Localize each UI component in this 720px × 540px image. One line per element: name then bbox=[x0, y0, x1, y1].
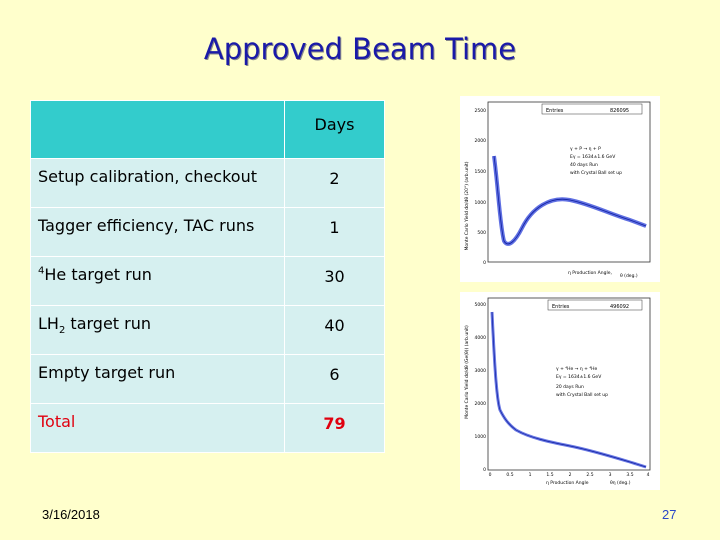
legend-line: Eγ = 1634±1.6 GeV bbox=[570, 154, 616, 160]
legend-line: γ + ⁴He → η + ⁴He bbox=[556, 366, 598, 372]
x-tick: 0 bbox=[489, 472, 492, 478]
y-tick: 5000 bbox=[475, 302, 487, 308]
row-days: 1 bbox=[284, 207, 385, 257]
histogram-svg-proton: Entries 826095 Monte Carlo Yield dσ/dθ (… bbox=[464, 101, 651, 279]
footer-date: 3/16/2018 bbox=[42, 507, 100, 522]
legend-line: Eγ = 1634±1.6 GeV bbox=[556, 374, 602, 380]
y-tick: 2500 bbox=[475, 108, 487, 114]
plot-frame bbox=[487, 297, 651, 471]
row-days: 30 bbox=[284, 256, 385, 306]
x-tick: 2 bbox=[569, 472, 572, 478]
y-tick: 1000 bbox=[475, 434, 487, 440]
entries-value: 496092 bbox=[610, 304, 629, 310]
row-days: 6 bbox=[284, 354, 385, 404]
row-label: Tagger efficiency, TAC runs bbox=[30, 207, 285, 257]
x-tick: 0.5 bbox=[506, 472, 513, 478]
table-row: Tagger efficiency, TAC runs 1 bbox=[30, 207, 385, 257]
row-days: 2 bbox=[284, 158, 385, 208]
plot-frame bbox=[487, 101, 651, 263]
x-tick: 1 bbox=[529, 472, 532, 478]
histogram-curve-core bbox=[491, 311, 647, 468]
y-tick: 2000 bbox=[475, 401, 487, 407]
molecule-subscript: 2 bbox=[58, 325, 66, 337]
row-days: 40 bbox=[284, 305, 385, 355]
histogram-curve-core bbox=[493, 155, 647, 245]
header-blank-cell bbox=[30, 100, 285, 159]
table-row: 4He target run 30 bbox=[30, 256, 385, 306]
histogram-plot-helium: Entries 496092 Monte Carlo Yield dσ/dθ (… bbox=[460, 292, 660, 490]
x-tick: 4 bbox=[647, 472, 650, 478]
total-days: 79 bbox=[284, 403, 385, 453]
entries-label: Entries bbox=[546, 108, 564, 114]
row-label: LH2 target run bbox=[30, 305, 285, 355]
histogram-plot-proton: Entries 826095 Monte Carlo Yield dσ/dθ (… bbox=[460, 96, 660, 282]
y-tick: 4000 bbox=[475, 335, 487, 341]
x-axis-label: η Production Angle bbox=[546, 480, 589, 486]
y-tick: 3000 bbox=[475, 368, 487, 374]
x-tick: 3.5 bbox=[626, 472, 633, 478]
x-tick: 1.5 bbox=[546, 472, 553, 478]
y-ticks: 2500 2000 1500 1000 500 0 bbox=[475, 108, 487, 266]
y-tick: 0 bbox=[483, 467, 486, 473]
table-row: LH2 target run 40 bbox=[30, 305, 385, 355]
x-tick: 2.5 bbox=[586, 472, 593, 478]
entries-value: 826095 bbox=[610, 108, 629, 114]
plot-legend: γ + P → η + P Eγ = 1634±1.6 GeV 40 days … bbox=[570, 146, 622, 176]
y-tick: 500 bbox=[477, 230, 486, 236]
total-label: Total bbox=[30, 403, 285, 453]
x-ticks: 0 0.5 1 1.5 2 2.5 3 3.5 4 bbox=[489, 472, 650, 478]
y-tick: 1500 bbox=[475, 169, 487, 175]
legend-line: with Crystal Ball set up bbox=[570, 170, 622, 176]
table-row-total: Total 79 bbox=[30, 403, 385, 453]
row-label-text: target run bbox=[65, 314, 152, 333]
table-row: Setup calibration, checkout 2 bbox=[30, 158, 385, 208]
y-tick: 2000 bbox=[475, 138, 487, 144]
y-tick: 1000 bbox=[475, 200, 487, 206]
legend-line: 40 days Run bbox=[570, 162, 598, 168]
x-axis-unit: θη (deg.) bbox=[610, 480, 631, 486]
y-axis-label: Monte Carlo Yield dσ/dθ (Ge(θ)) (arb.uni… bbox=[464, 325, 470, 419]
table-header-row: Days bbox=[30, 100, 385, 159]
x-axis-unit: θ (deg.) bbox=[620, 273, 638, 279]
y-tick: 0 bbox=[483, 260, 486, 266]
page-number: 27 bbox=[662, 507, 677, 522]
y-axis-label: Monte Carlo Yield dσ/dθ (20°) (arb.unit) bbox=[464, 161, 470, 250]
row-label: Setup calibration, checkout bbox=[30, 158, 285, 208]
row-label-prefix: LH bbox=[38, 314, 59, 333]
slide-title: Approved Beam Time bbox=[203, 32, 517, 66]
legend-line: γ + P → η + P bbox=[570, 146, 601, 152]
beam-time-table: Days Setup calibration, checkout 2 Tagge… bbox=[30, 100, 385, 453]
isotope-superscript: 4 bbox=[38, 265, 45, 277]
header-days: Days bbox=[284, 100, 385, 159]
histogram-svg-helium: Entries 496092 Monte Carlo Yield dσ/dθ (… bbox=[464, 297, 651, 486]
entries-label: Entries bbox=[552, 304, 570, 310]
plot-legend: γ + ⁴He → η + ⁴He Eγ = 1634±1.6 GeV 20 d… bbox=[556, 366, 608, 398]
legend-line: 20 days Run bbox=[556, 384, 584, 390]
row-label: 4He target run bbox=[30, 256, 285, 306]
table-row: Empty target run 6 bbox=[30, 354, 385, 404]
x-axis-label: η Production Angle, bbox=[568, 270, 612, 276]
stats-box bbox=[547, 299, 643, 311]
y-ticks: 5000 4000 3000 2000 1000 0 bbox=[475, 302, 487, 473]
x-tick: 3 bbox=[609, 472, 612, 478]
row-label-text: He target run bbox=[44, 265, 152, 284]
stats-box bbox=[541, 103, 643, 115]
row-label: Empty target run bbox=[30, 354, 285, 404]
legend-line: with Crystal Ball set up bbox=[556, 392, 608, 398]
